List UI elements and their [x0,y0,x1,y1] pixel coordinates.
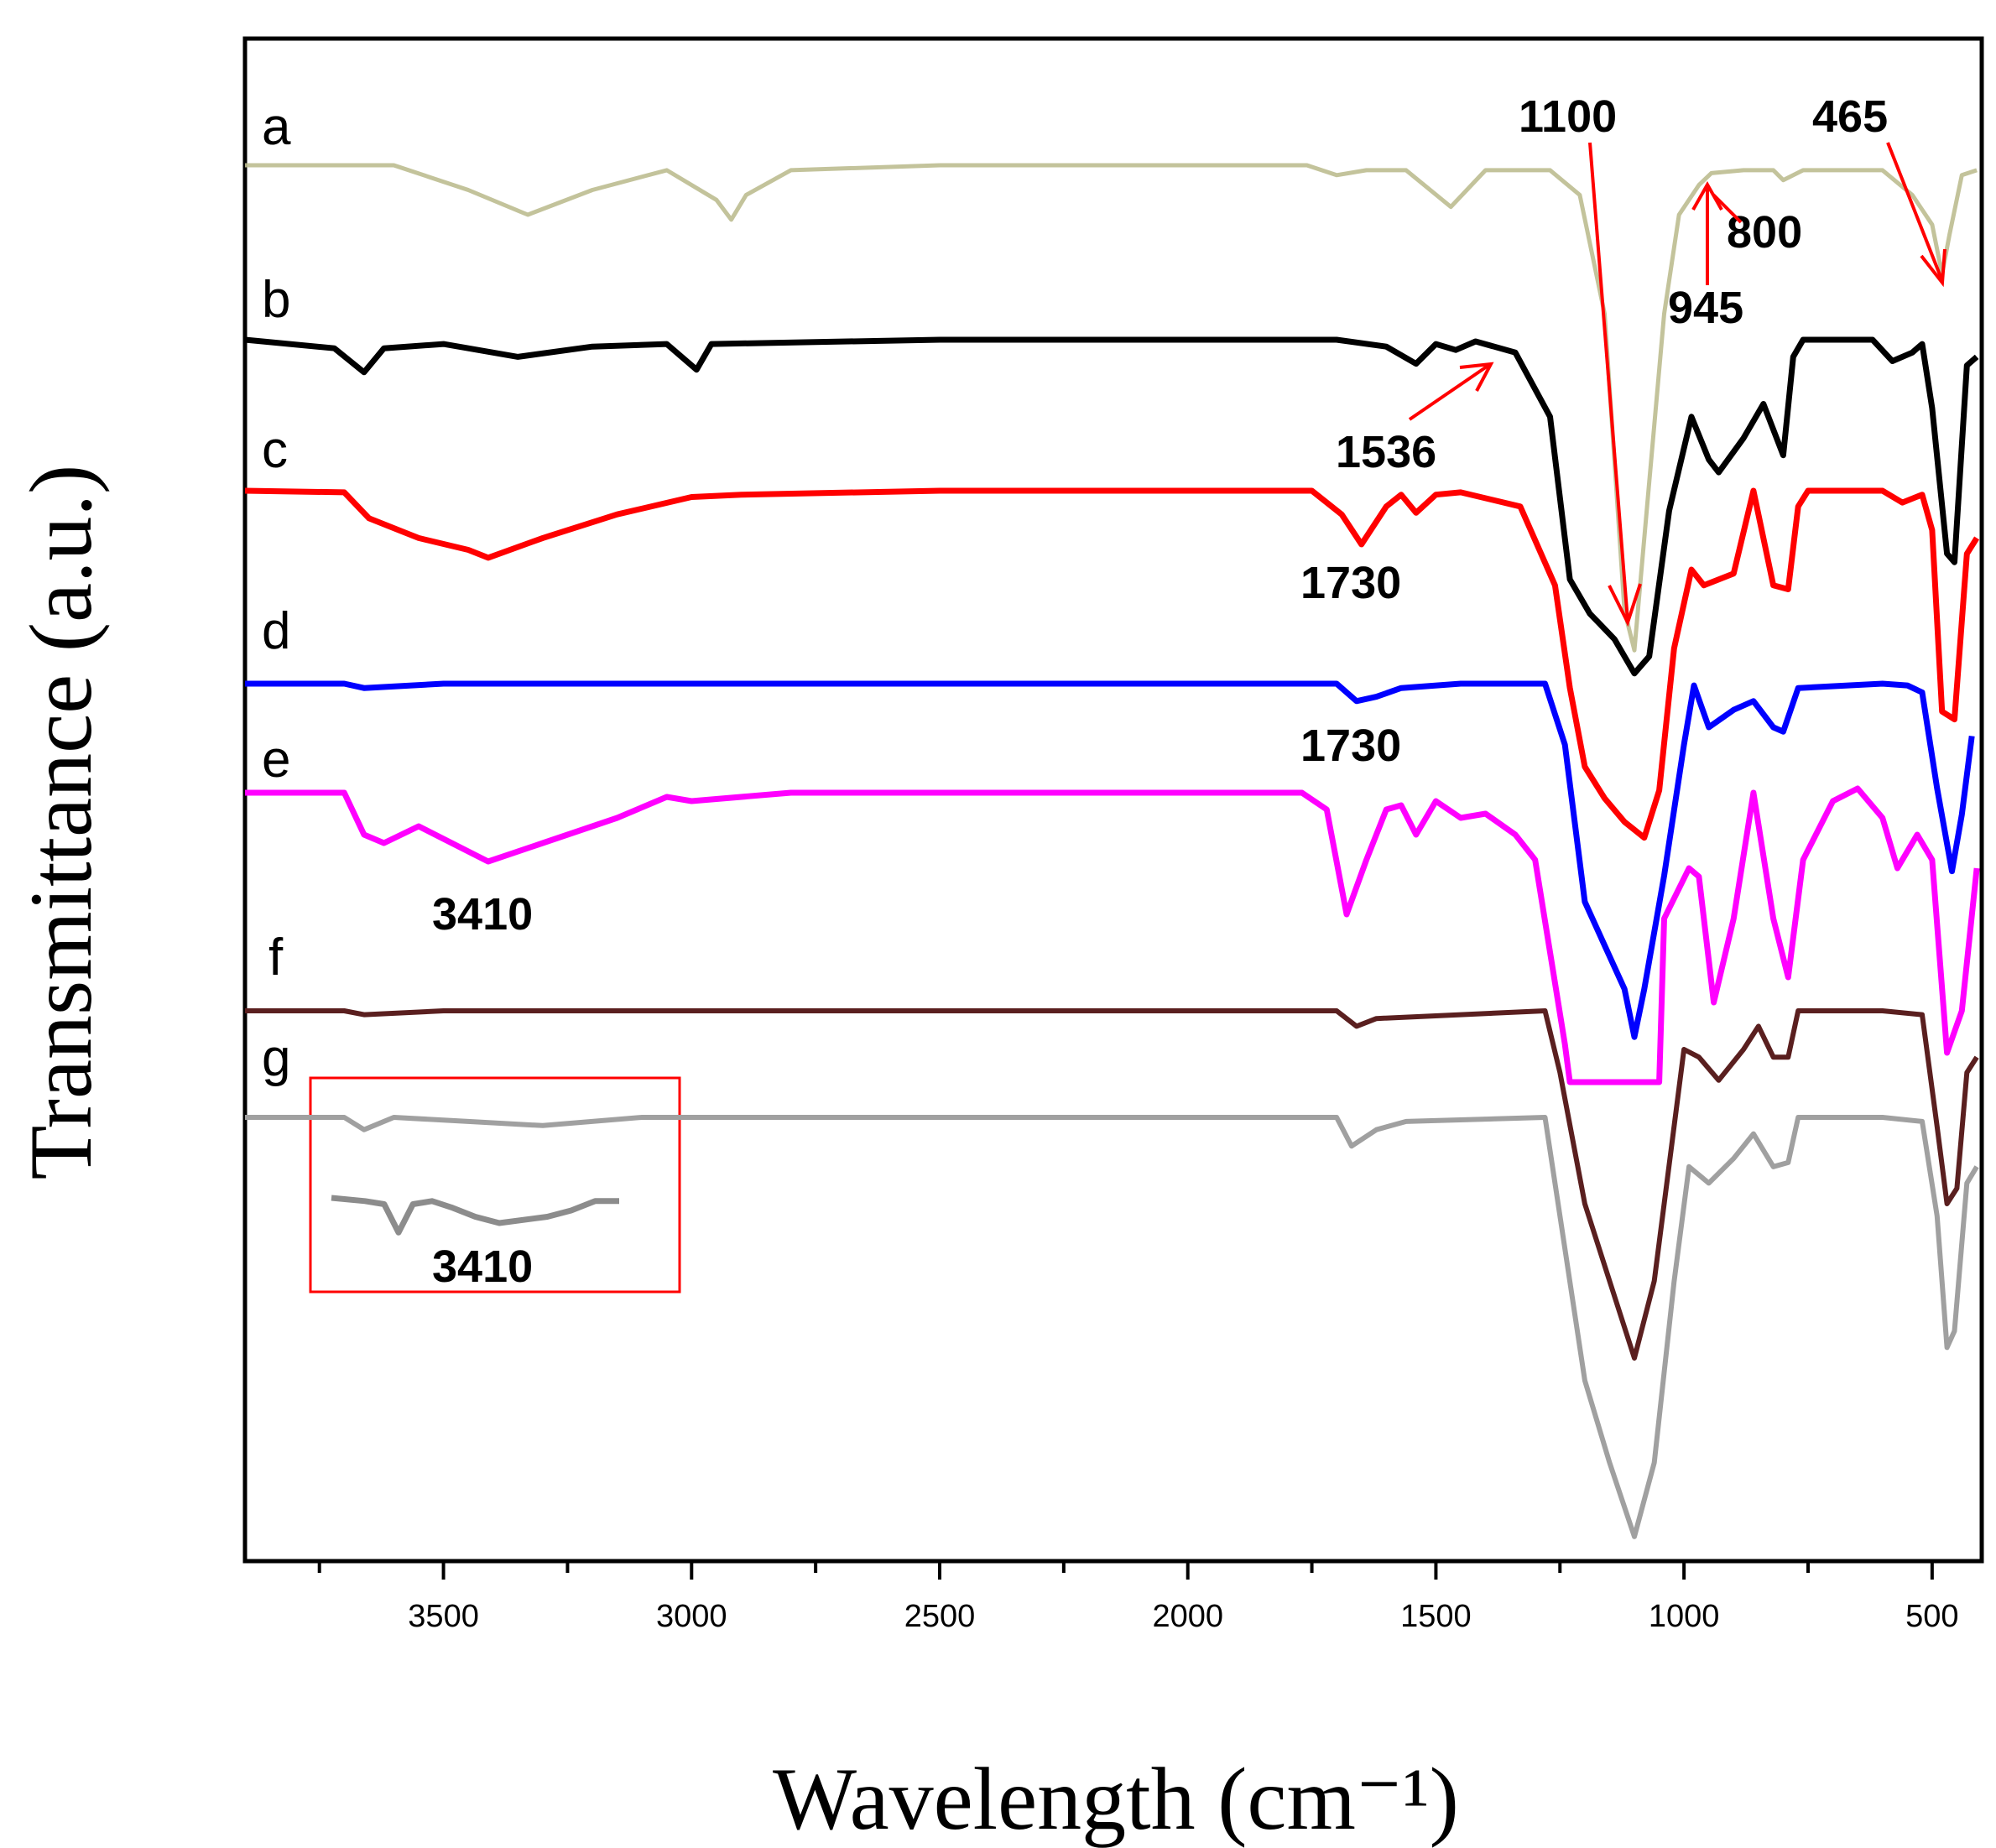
arrow-1100 [1588,142,1629,622]
annotation-1730-d: 1730 [1300,721,1401,771]
x-axis-ticks: 3500 3000 2500 2000 1500 1000 500 [317,1561,1959,1634]
annotation-800: 800 [1727,207,1802,258]
arrow-1100-head [1608,583,1642,627]
series-a-curve [245,163,1978,653]
curve-letter-b: b [262,271,290,329]
x-tick-label-3500: 3500 [408,1599,479,1634]
series-g-curve [245,1115,1979,1539]
annotation-945: 945 [1668,283,1743,333]
y-axis-title: Transmittance (a.u.) [12,465,110,1180]
series-c-curve [244,487,1980,841]
curve-letter-f: f [268,929,284,986]
x-tick-label-3000: 3000 [656,1599,727,1634]
curve-letters: a b c d e f g [262,98,291,1087]
annotation-3410-e: 3410 [432,889,533,940]
annotation-arrows [1408,142,1946,627]
x-tick-label-1500: 1500 [1400,1599,1472,1634]
inset-curve-group [331,1195,619,1236]
annotation-1100: 1100 [1519,91,1617,142]
x-tick-label-2500: 2500 [904,1599,976,1634]
arrow-1536 [1408,363,1491,421]
curve-letter-g: g [262,1029,290,1087]
peak-annotations: 1100 465 800 945 1536 1730 1730 3410 341… [432,91,1888,1292]
arrow-800 [1712,193,1743,224]
curve-letter-a: a [262,98,291,156]
annotation-465: 465 [1812,91,1888,142]
arrow-465 [1886,142,1944,282]
curve-letter-e: e [262,731,290,789]
series-e-curve [245,785,1980,1085]
annotation-1536: 1536 [1336,427,1436,477]
curve-letter-d: d [262,602,290,660]
spectra-curves [244,163,1980,1539]
annotation-3410-inset: 3410 [432,1242,533,1292]
arrow-1536-head [1459,362,1494,392]
arrow-465-head [1920,248,1946,288]
x-tick-label-1000: 1000 [1649,1599,1720,1634]
annotation-1730-c: 1730 [1300,558,1401,608]
x-tick-label-2000: 2000 [1152,1599,1223,1634]
inset-curve [331,1195,619,1236]
series-f-curve [245,1008,1979,1361]
inset-box [309,1076,681,1294]
curve-letter-c: c [262,421,288,479]
x-tick-label-500: 500 [1905,1599,1958,1634]
plot-frame [242,36,1984,1564]
x-axis-title: Wavelength (cm⁻¹) [773,1750,1459,1848]
series-d-curve [245,680,1975,1040]
series-b-curve [244,336,1979,677]
arrow-945-head [1691,180,1723,211]
